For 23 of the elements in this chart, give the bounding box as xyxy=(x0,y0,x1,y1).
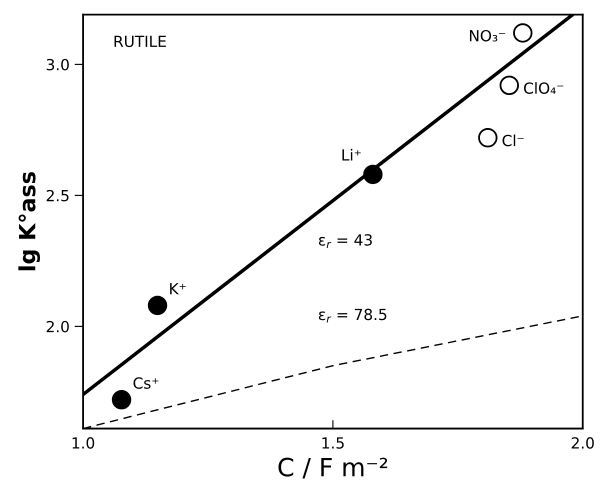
point xyxy=(148,296,168,316)
annotation: ε$_{r}$ = 78.5 xyxy=(318,308,386,323)
y-tick-label: 2.0 xyxy=(46,320,69,332)
annotation: RUTILE xyxy=(114,36,166,48)
point xyxy=(112,390,132,410)
annotation: ClO₄⁻ xyxy=(524,82,564,94)
point xyxy=(363,164,383,184)
x-tick-label: 1.5 xyxy=(322,437,344,449)
x-tick-label: 1.0 xyxy=(72,437,94,449)
annotation: Cs⁺ xyxy=(134,377,158,389)
y-axis-title: lg K°ass xyxy=(18,172,40,270)
point xyxy=(513,23,532,43)
annotation: Cl⁻ xyxy=(502,134,524,146)
annotation: ε$_{r}$ = 43 xyxy=(318,234,372,248)
y-tick-label: 3.0 xyxy=(46,58,69,70)
y-tick-label: 2.5 xyxy=(46,190,69,202)
annotation: K⁺ xyxy=(170,283,186,294)
point xyxy=(500,76,519,96)
annotation: Li⁺ xyxy=(342,148,361,161)
point xyxy=(478,128,498,148)
x-axis-title: C / F m⁻² xyxy=(278,458,388,479)
x-tick-label: 2.0 xyxy=(572,437,594,449)
annotation: NO₃⁻ xyxy=(470,30,506,42)
